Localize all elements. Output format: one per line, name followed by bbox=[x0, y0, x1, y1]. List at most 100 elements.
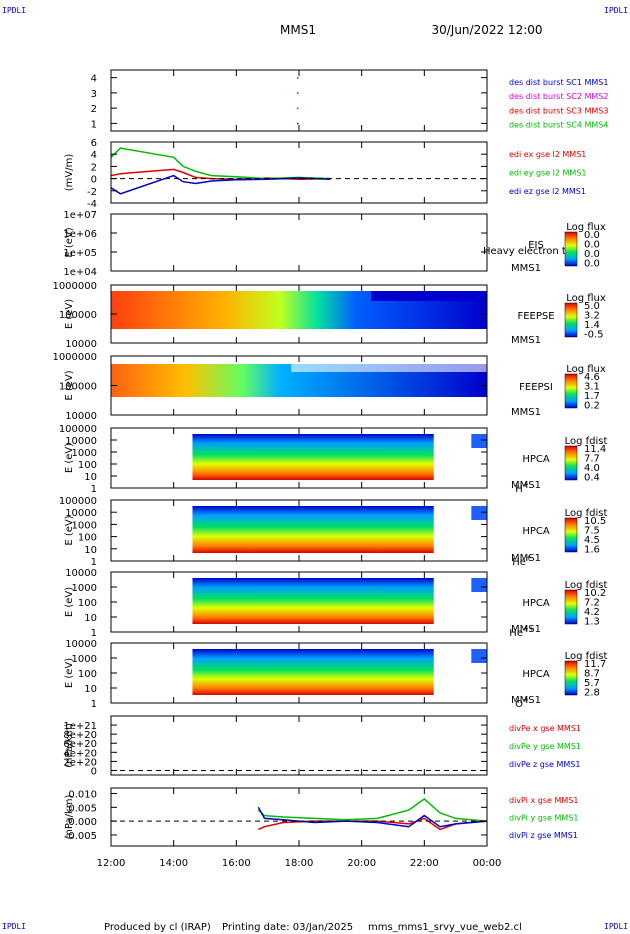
y-tick-label: 1000 bbox=[72, 448, 97, 459]
footer-printing-date: Printing date: 03/Jan/2025 bbox=[222, 922, 353, 933]
colorbar-tick-label: 0.0 bbox=[584, 249, 600, 260]
colorbar-tick-label: 1.3 bbox=[584, 617, 600, 628]
y-tick-label: 8e+20 bbox=[63, 730, 97, 741]
colorbar-title: Log flux bbox=[566, 364, 606, 375]
footer-filename: mms_mms1_srvy_vue_web2.cl bbox=[368, 922, 522, 933]
y-tick-label: 10 bbox=[84, 684, 97, 695]
spacecraft-label: MMS1 bbox=[511, 553, 541, 564]
y-tick-label: 10000 bbox=[65, 639, 97, 650]
y-tick-label: 3 bbox=[91, 89, 97, 100]
series-line bbox=[110, 147, 331, 180]
colorbar-tick-label: 4.2 bbox=[584, 607, 600, 618]
panel-frame bbox=[110, 213, 488, 272]
colorbar bbox=[564, 445, 578, 481]
panel-frame bbox=[110, 69, 488, 132]
colorbar-tick-label: 5.0 bbox=[584, 301, 600, 312]
y-tick-label: 10 bbox=[84, 545, 97, 556]
colorbar bbox=[564, 589, 578, 625]
colorbar-title: Log fdist bbox=[565, 580, 608, 591]
data-point bbox=[296, 107, 299, 110]
heatmap-data bbox=[111, 358, 487, 397]
instrument-label: EIS bbox=[528, 240, 544, 251]
instrument-label: FEEPSI bbox=[519, 382, 553, 393]
y-tick-label: 100000 bbox=[59, 382, 97, 393]
colorbar-tick-label: 4.0 bbox=[584, 463, 600, 474]
legend-label: edi ex gse l2 MMS1 bbox=[509, 150, 586, 159]
plot-datetime: 30/Jun/2022 12:00 bbox=[431, 23, 542, 37]
y-tick-label: 1e+21 bbox=[63, 721, 97, 732]
y-tick-label: 2 bbox=[91, 162, 97, 173]
instrument-label: FEEPSE bbox=[517, 311, 554, 322]
panel-divpi: (nPa/km)-0.005 0.000 0.005 0.010 divPi x gse… bbox=[64, 787, 578, 847]
y-tick-label: 4e+20 bbox=[63, 748, 97, 759]
colorbar-title: Log flux bbox=[566, 293, 606, 304]
y-tick-label: 1 bbox=[91, 699, 97, 710]
spacecraft-label: MMS1 bbox=[511, 695, 541, 706]
y-tick-label: 1e+05 bbox=[63, 248, 97, 259]
y-tick-label: 1000 bbox=[72, 654, 97, 665]
time-tick-label: 20:00 bbox=[347, 858, 376, 869]
legend-label: des dist burst SC4 MMS4 bbox=[509, 121, 608, 130]
y-tick-label: 100000 bbox=[59, 496, 97, 507]
colorbar-tick-label: 10.2 bbox=[584, 588, 606, 599]
legend-label: des dist burst SC1 MMS1 bbox=[509, 78, 608, 87]
colorbar bbox=[564, 231, 578, 267]
heatmap-fill bbox=[471, 578, 487, 592]
panel-eis: E (eV) 1e+04 1e+05 1e+06 1e+07 EIS MMS1 Heavy e… bbox=[63, 210, 605, 278]
time-tick-label: 16:00 bbox=[222, 858, 251, 869]
y-tick-label: 1000000 bbox=[52, 281, 97, 292]
heatmap-data bbox=[192, 649, 487, 695]
colorbar-tick-label: 5.7 bbox=[584, 678, 600, 689]
species-label: H+ bbox=[515, 481, 529, 495]
colorbar-tick-label: 4.5 bbox=[584, 535, 600, 546]
colorbar-title: Log fdist bbox=[565, 651, 608, 662]
heatmap-fill bbox=[192, 434, 434, 480]
y-tick-label: 4 bbox=[91, 74, 97, 85]
series-line bbox=[257, 806, 488, 828]
y-tick-label: 1000 bbox=[72, 583, 97, 594]
heatmap-sparse bbox=[291, 358, 487, 372]
colorbar-tick-label: 0.4 bbox=[584, 473, 600, 484]
colorbar-tick-label: 7.5 bbox=[584, 526, 600, 537]
y-tick-label: 100000 bbox=[59, 424, 97, 435]
instrument-label: HPCA bbox=[522, 669, 550, 680]
colorbar-tick-label: 7.7 bbox=[584, 454, 600, 465]
y-tick-label: 4 bbox=[91, 150, 97, 161]
y-tick-label: 100 bbox=[78, 669, 97, 680]
y-tick-label: 6 bbox=[91, 138, 97, 149]
colorbar-tick-label: 0.2 bbox=[584, 401, 600, 412]
colorbar-tick-label: 0.0 bbox=[584, 240, 600, 251]
spacecraft-label: MMS1 bbox=[511, 335, 541, 346]
panel-burst: 1 2 3 4 des dist burst SC1 MMS1 des dist burs… bbox=[91, 69, 608, 132]
y-tick-label: 10000 bbox=[65, 339, 97, 350]
y-tick-label: 0.000 bbox=[68, 817, 97, 828]
colorbar-tick-label: -0.5 bbox=[584, 330, 604, 341]
heatmap-fill bbox=[471, 506, 487, 520]
species-charge: + bbox=[526, 554, 532, 562]
data-point bbox=[296, 92, 299, 94]
time-tick-label: 18:00 bbox=[285, 858, 314, 869]
y-tick-label: 1 bbox=[91, 484, 97, 495]
corner-label-top-right: IPDLI bbox=[604, 6, 629, 15]
spacecraft-label: MMS1 bbox=[511, 624, 541, 635]
colorbar-tick-label: 1.6 bbox=[584, 545, 600, 556]
panel-edi: (mV/m) -4-20 246 edi ex gse l2 MMS1 edi ey g… bbox=[64, 138, 587, 210]
y-tick-label: 6e+20 bbox=[63, 739, 97, 750]
y-axis-label: E (eV) bbox=[64, 227, 75, 257]
legend-label: des dist burst SC3 MMS3 bbox=[509, 106, 608, 115]
colorbar-tick-label: 0.0 bbox=[584, 230, 600, 241]
spacecraft-label: MMS1 bbox=[511, 480, 541, 491]
y-tick-label: 10000 bbox=[65, 411, 97, 422]
colorbar-tick-label: 0.0 bbox=[584, 259, 600, 270]
y-tick-label: 10000 bbox=[65, 568, 97, 579]
heatmap-fill bbox=[471, 649, 487, 663]
colorbar-title: Log fdist bbox=[565, 508, 608, 519]
y-axis-label: (mV/m) bbox=[64, 154, 75, 192]
y-tick-label: 0 bbox=[91, 766, 97, 777]
panel-feepse: E (eV) 10000 100000 1000000 FEEPSE MMS1 Log fl… bbox=[52, 281, 605, 350]
legend-label: edi ez gse l2 MMS1 bbox=[509, 187, 586, 196]
y-tick-label: 0.010 bbox=[68, 790, 97, 801]
